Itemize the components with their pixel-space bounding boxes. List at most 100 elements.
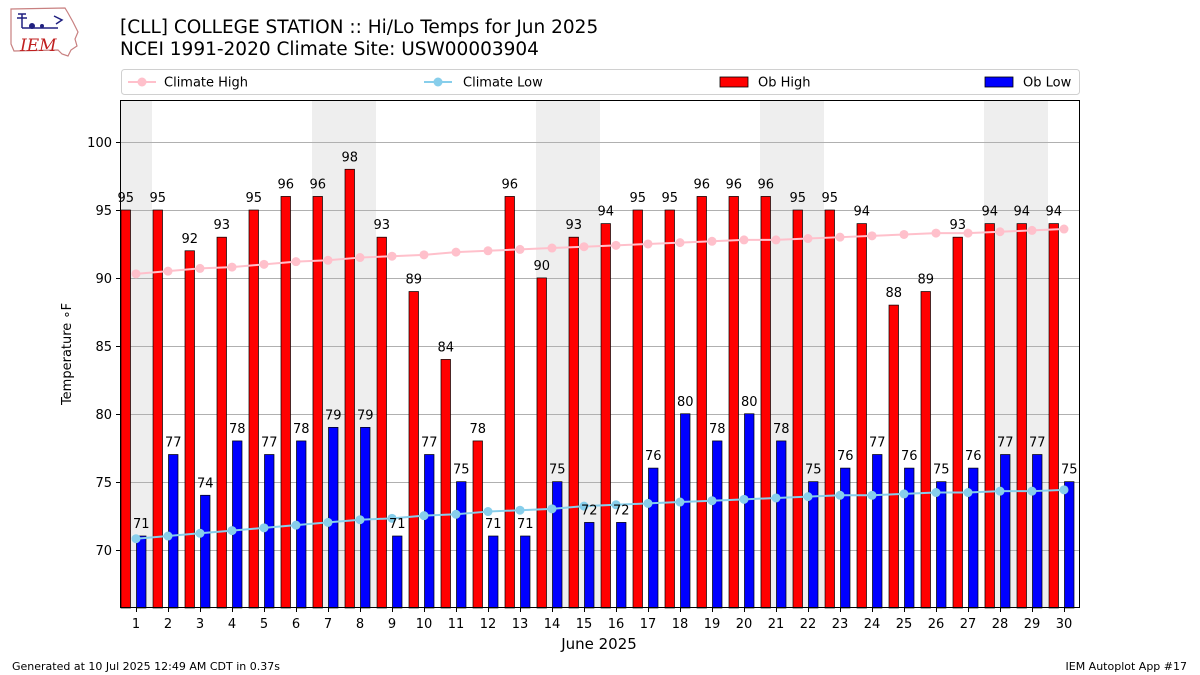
ob-high-bar <box>952 236 963 609</box>
climate-low-point <box>867 490 877 500</box>
ob-high-label: 96 <box>309 177 326 192</box>
climate-high-point <box>835 232 845 242</box>
ob-low-bar <box>488 535 499 609</box>
climate-low-point <box>515 505 525 515</box>
ob-high-label: 93 <box>373 218 390 233</box>
ob-low-bar <box>520 535 531 609</box>
x-tick-label: 4 <box>228 617 236 632</box>
ob-low-bar <box>1032 454 1043 609</box>
ob-high-bar <box>632 209 643 609</box>
ob-low-label: 71 <box>517 517 534 532</box>
legend-label: Climate Low <box>463 76 543 91</box>
ob-low-label: 78 <box>773 422 790 437</box>
climate-high-point <box>1059 224 1069 234</box>
climate-low-point <box>259 523 269 533</box>
climate-low-point <box>963 488 973 498</box>
legend-label: Climate High <box>164 76 248 91</box>
ob-low-label: 75 <box>453 463 470 478</box>
ob-high-bar <box>216 236 227 609</box>
ob-low-bar <box>776 440 787 609</box>
ob-high-label: 94 <box>853 205 870 220</box>
ob-low-bar <box>168 454 179 609</box>
ob-low-label: 76 <box>965 449 982 464</box>
ob-low-label: 74 <box>197 476 214 491</box>
ob-low-label: 76 <box>837 449 854 464</box>
ob-high-label: 78 <box>469 422 486 437</box>
ob-high-label: 96 <box>757 177 774 192</box>
climate-high-point <box>515 244 525 254</box>
climate-low-point <box>771 493 781 503</box>
climate-high-point <box>259 259 269 269</box>
x-tick-label: 10 <box>416 617 433 632</box>
ob-low-bar <box>232 440 243 609</box>
ob-high-bar <box>504 196 515 609</box>
ob-high-bar <box>408 291 419 609</box>
ob-low-label: 76 <box>645 449 662 464</box>
climate-low-line <box>135 488 1065 540</box>
climate-low-point <box>291 520 301 530</box>
ob-high-label: 93 <box>213 218 230 233</box>
climate-low-point <box>803 492 813 502</box>
climate-low-point <box>579 501 589 511</box>
ob-high-label: 89 <box>405 273 422 288</box>
ob-low-bar <box>1064 481 1075 609</box>
climate-low-point <box>995 486 1005 496</box>
x-tick-label: 9 <box>388 617 396 632</box>
climate-low-point <box>931 488 941 498</box>
climate-low-point <box>419 511 429 521</box>
climate-high-point <box>611 240 621 250</box>
ob-high-bar <box>312 196 323 609</box>
climate-high-point <box>899 229 909 239</box>
ob-low-bar <box>584 522 595 609</box>
climate-high-point <box>227 262 237 272</box>
generated-note: Generated at 10 Jul 2025 12:49 AM CDT in… <box>12 660 280 673</box>
ob-high-bar <box>920 291 931 609</box>
ob-high-label: 95 <box>149 191 166 206</box>
x-tick-label: 24 <box>864 617 881 632</box>
climate-low-point <box>643 498 653 508</box>
ob-low-label: 76 <box>901 449 918 464</box>
ob-high-label: 94 <box>1045 205 1062 220</box>
climate-low-point <box>195 528 205 538</box>
ob-high-label: 95 <box>821 191 838 206</box>
x-axis-label: June 2025 <box>560 635 637 653</box>
climate-low-point <box>1027 486 1037 496</box>
ob-high-bar <box>1016 223 1027 609</box>
ob-high-label: 95 <box>629 191 646 206</box>
ob-low-label: 77 <box>869 436 886 451</box>
ob-high-label: 95 <box>117 191 134 206</box>
ob-low-label: 77 <box>1029 436 1046 451</box>
ob-low-bar <box>936 481 947 609</box>
ob-low-label: 77 <box>421 436 438 451</box>
legend-climate-high: Climate High <box>128 76 248 91</box>
ob-high-bar <box>696 196 707 609</box>
x-tick-label: 2 <box>164 617 172 632</box>
ob-low-bar <box>904 467 915 609</box>
x-tick-label: 20 <box>736 617 753 632</box>
ob-low-label: 77 <box>997 436 1014 451</box>
climate-high-point <box>163 266 173 276</box>
climate-high-point <box>195 263 205 273</box>
climate-high-point <box>419 250 429 260</box>
ob-low-bar <box>136 535 147 609</box>
x-tick-label: 29 <box>1024 617 1041 632</box>
ob-low-bar <box>872 454 883 609</box>
ob-low-label: 75 <box>805 463 822 478</box>
ob-high-label: 88 <box>885 286 902 301</box>
climate-lines <box>131 224 1069 544</box>
ob-low-label: 71 <box>133 517 150 532</box>
ob-high-label: 89 <box>917 273 934 288</box>
climate-low-point <box>675 497 685 507</box>
ob-high-bar <box>120 209 131 609</box>
ob-high-label: 96 <box>501 177 518 192</box>
x-tick-label: 23 <box>832 617 849 632</box>
plot-frame <box>120 100 1080 608</box>
y-tick-label: 80 <box>95 408 112 423</box>
ob-low-label: 72 <box>581 503 598 518</box>
ob-high-bar <box>760 196 771 609</box>
x-tick-label: 25 <box>896 617 913 632</box>
climate-low-point <box>835 490 845 500</box>
ob-high-bar <box>856 223 867 609</box>
